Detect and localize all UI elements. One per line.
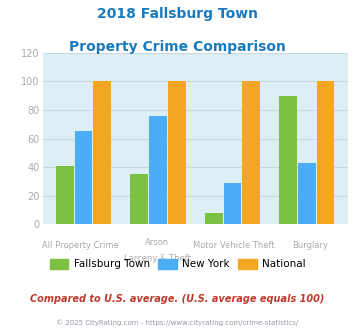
Bar bbox=[279, 96, 297, 224]
Text: Burglary: Burglary bbox=[292, 241, 328, 250]
Bar bbox=[242, 82, 260, 224]
Text: Motor Vehicle Theft: Motor Vehicle Theft bbox=[193, 241, 274, 250]
Text: Property Crime Comparison: Property Crime Comparison bbox=[69, 40, 286, 53]
Bar bbox=[93, 82, 111, 224]
Text: 2018 Fallsburg Town: 2018 Fallsburg Town bbox=[97, 7, 258, 20]
Bar bbox=[131, 174, 148, 224]
Bar bbox=[205, 213, 223, 224]
Bar bbox=[317, 82, 334, 224]
Bar bbox=[168, 82, 186, 224]
Text: All Property Crime: All Property Crime bbox=[42, 241, 119, 250]
Text: © 2025 CityRating.com - https://www.cityrating.com/crime-statistics/: © 2025 CityRating.com - https://www.city… bbox=[56, 319, 299, 326]
Text: Larceny & Theft: Larceny & Theft bbox=[124, 254, 191, 263]
Bar bbox=[75, 131, 93, 224]
Bar bbox=[149, 116, 167, 224]
Legend: Fallsburg Town, New York, National: Fallsburg Town, New York, National bbox=[45, 255, 310, 274]
Text: Arson: Arson bbox=[145, 238, 169, 247]
Bar bbox=[56, 166, 74, 224]
Bar bbox=[224, 183, 241, 224]
Bar bbox=[298, 163, 316, 224]
Text: Compared to U.S. average. (U.S. average equals 100): Compared to U.S. average. (U.S. average … bbox=[30, 294, 325, 304]
